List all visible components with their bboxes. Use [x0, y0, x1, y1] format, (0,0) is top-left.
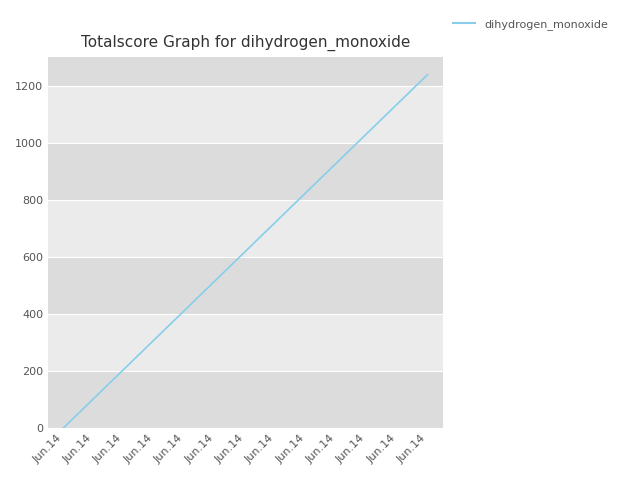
Title: Totalscore Graph for dihydrogen_monoxide: Totalscore Graph for dihydrogen_monoxide — [81, 35, 410, 50]
dihydrogen_monoxide — [241, 249, 249, 254]
Bar — [48, 257, 443, 314]
Bar — [48, 314, 443, 371]
dihydrogen_monoxide — [150, 337, 158, 343]
dihydrogen_monoxide — [90, 396, 97, 402]
Line: dihydrogen_monoxide: dihydrogen_monoxide — [63, 74, 428, 428]
dihydrogen_monoxide — [60, 425, 67, 431]
Legend: dihydrogen_monoxide: dihydrogen_monoxide — [449, 15, 612, 35]
dihydrogen_monoxide — [424, 72, 431, 77]
dihydrogen_monoxide — [181, 307, 189, 313]
dihydrogen_monoxide — [333, 160, 340, 166]
dihydrogen_monoxide — [211, 278, 219, 284]
Bar — [48, 86, 443, 143]
Bar — [48, 143, 443, 200]
dihydrogen_monoxide — [272, 219, 280, 225]
dihydrogen_monoxide — [302, 190, 310, 195]
dihydrogen_monoxide — [363, 131, 371, 136]
Bar — [48, 371, 443, 428]
dihydrogen_monoxide — [394, 101, 401, 107]
dihydrogen_monoxide — [120, 366, 128, 372]
Bar — [48, 58, 443, 86]
Bar — [48, 200, 443, 257]
